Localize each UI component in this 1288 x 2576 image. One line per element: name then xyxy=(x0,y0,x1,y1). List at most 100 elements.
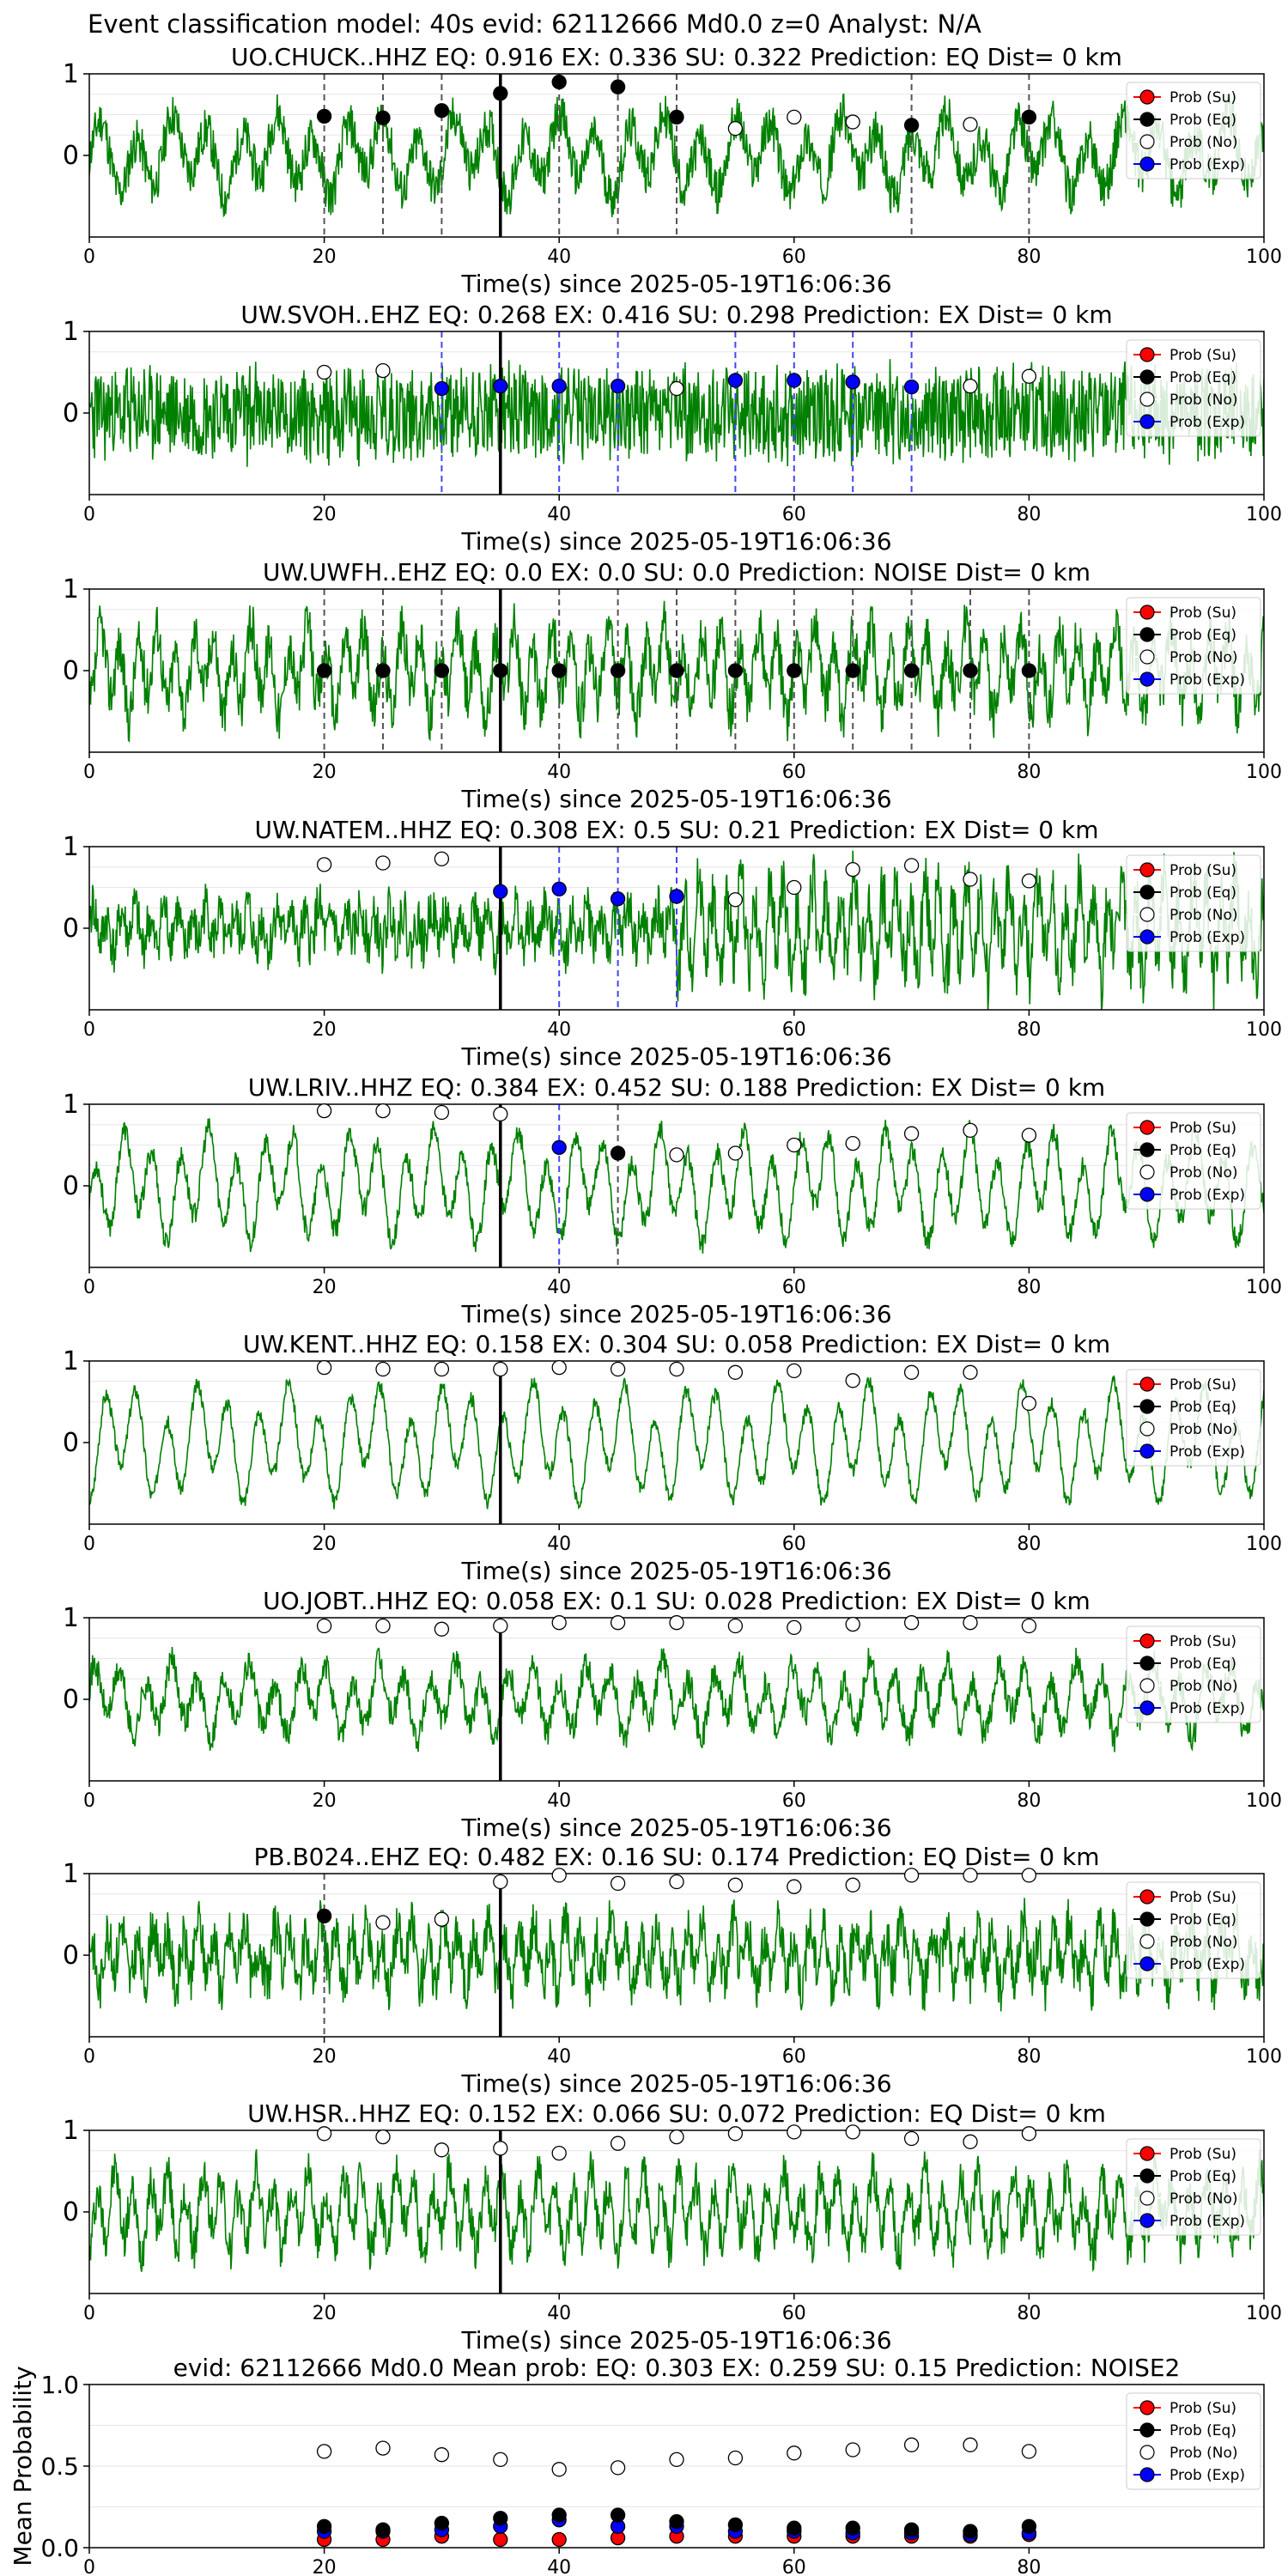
legend-label: Prob (Exp) xyxy=(1170,414,1245,431)
panel-title: UW.LRIV..HHZ EQ: 0.384 EX: 0.452 SU: 0.1… xyxy=(248,1073,1105,1102)
legend-marker xyxy=(1139,414,1155,429)
legend-label: Prob (Exp) xyxy=(1170,1443,1245,1461)
legend-label: Prob (Su) xyxy=(1170,1376,1236,1394)
prob-point-no xyxy=(903,858,920,873)
prob-point-eq xyxy=(493,2511,508,2526)
legend-marker xyxy=(1139,2213,1155,2228)
panel-3: UW.UWFH..EHZ EQ: 0.0 EX: 0.0 SU: 0.0 Pre… xyxy=(63,558,1282,813)
x-axis-label: Time(s) since 2025-05-19T16:06:36 xyxy=(460,1557,891,1585)
panel-2: UW.SVOH..EHZ EQ: 0.268 EX: 0.416 SU: 0.2… xyxy=(63,301,1282,556)
prob-point-no xyxy=(316,1103,332,1119)
prob-point-eq xyxy=(434,663,450,678)
prob-point-no xyxy=(316,2444,332,2459)
prob-point-eq xyxy=(375,663,391,678)
prob-point-no xyxy=(963,1122,978,1139)
prob-point-no xyxy=(375,2129,391,2145)
prob-point-no xyxy=(1021,368,1037,384)
prob-point-eq xyxy=(375,110,391,125)
prob-point-no xyxy=(1021,1868,1037,1883)
legend-marker xyxy=(1139,1678,1155,1693)
y-tick-label: 0 xyxy=(63,914,79,944)
x-tick-label: 40 xyxy=(547,1019,571,1041)
prob-point-no xyxy=(316,2126,332,2142)
legend-marker xyxy=(1139,649,1155,665)
legend-label: Prob (No) xyxy=(1170,907,1238,924)
legend-marker xyxy=(1139,1376,1155,1392)
prob-point-no xyxy=(551,2462,567,2477)
prob-point-no xyxy=(316,857,332,872)
x-tick-label: 40 xyxy=(547,504,571,526)
y-tick-label: 1 xyxy=(63,1859,79,1889)
legend-label: Prob (Exp) xyxy=(1170,1187,1245,1204)
x-tick-label: 80 xyxy=(1017,1534,1041,1555)
panel-title: UW.NATEM..HHZ EQ: 0.308 EX: 0.5 SU: 0.21… xyxy=(254,816,1098,844)
y-tick-label: 0 xyxy=(63,656,79,686)
axes-frame xyxy=(88,1617,1265,1782)
y-tick-label: 1 xyxy=(63,59,79,89)
prob-point-no xyxy=(610,1875,626,1892)
prob-point-eq xyxy=(316,108,332,125)
legend-marker xyxy=(1139,1120,1155,1135)
prob-point-no xyxy=(1021,2126,1037,2142)
prob-point-eq xyxy=(551,2507,567,2523)
prob-point-no xyxy=(493,1106,508,1122)
legend-label: Prob (Su) xyxy=(1170,605,1236,622)
x-tick-label: 80 xyxy=(1017,2303,1041,2324)
x-tick-label: 0 xyxy=(83,1534,95,1555)
prob-point-no xyxy=(963,2437,978,2452)
panel-1: UO.CHUCK..HHZ EQ: 0.916 EX: 0.336 SU: 0.… xyxy=(63,43,1282,298)
panel-title: UW.KENT..HHZ EQ: 0.158 EX: 0.304 SU: 0.0… xyxy=(243,1330,1110,1358)
legend-marker xyxy=(1139,112,1155,127)
prob-point-exp xyxy=(845,374,860,390)
prob-point-no xyxy=(845,2124,860,2140)
legend-label: Prob (Exp) xyxy=(1170,2213,1245,2230)
x-axis-label: Time(s) since 2025-05-19T16:06:36 xyxy=(460,785,891,813)
x-tick-label: 60 xyxy=(782,1790,806,1812)
prob-point-eq xyxy=(610,1145,626,1161)
y-tick-label: 0 xyxy=(63,2197,79,2227)
panel-title: UW.HSR..HHZ EQ: 0.152 EX: 0.066 SU: 0.07… xyxy=(247,2099,1106,2128)
x-tick-label: 0 xyxy=(83,2046,95,2068)
x-tick-label: 100 xyxy=(1246,246,1282,268)
prob-point-no xyxy=(434,851,450,866)
legend-box xyxy=(1126,2138,1261,2236)
legend-label: Prob (Exp) xyxy=(1170,2467,1245,2484)
y-tick-label: 0 xyxy=(63,398,79,428)
prob-point-no xyxy=(845,1877,860,1893)
panel-7: UO.JOBT..HHZ EQ: 0.058 EX: 0.1 SU: 0.028… xyxy=(63,1587,1282,1842)
prob-point-no xyxy=(963,378,978,394)
legend-marker xyxy=(1139,2467,1155,2482)
legend-box xyxy=(1126,1112,1261,1210)
prob-point-eq xyxy=(493,86,508,101)
x-tick-label: 80 xyxy=(1017,762,1041,783)
prob-point-eq xyxy=(1021,663,1037,678)
x-tick-label: 80 xyxy=(1017,246,1041,268)
prob-point-eq xyxy=(903,118,920,133)
legend-label: Prob (Su) xyxy=(1170,1889,1236,1906)
x-tick-label: 80 xyxy=(1017,1790,1041,1812)
legend-label: Prob (Eq) xyxy=(1170,1911,1236,1929)
prob-point-no xyxy=(963,1868,978,1883)
prob-point-no xyxy=(787,2124,802,2140)
prob-point-no xyxy=(845,114,860,130)
prob-point-eq xyxy=(1021,2518,1037,2534)
y-tick-label: 0 xyxy=(63,1171,79,1201)
legend-marker xyxy=(1139,156,1155,172)
legend-marker xyxy=(1139,1700,1155,1716)
prob-point-eq xyxy=(551,74,567,90)
prob-point-no xyxy=(551,1868,567,1883)
x-tick-label: 20 xyxy=(313,504,337,526)
prob-point-no xyxy=(610,1615,626,1631)
x-tick-label: 40 xyxy=(547,1790,571,1812)
prob-point-no xyxy=(963,1615,978,1631)
y-tick-label: 1 xyxy=(63,832,79,862)
legend-box xyxy=(1126,2392,1261,2490)
prob-point-no xyxy=(727,120,744,137)
prob-point-no xyxy=(903,2130,920,2147)
y-tick-label: 0 xyxy=(63,141,79,171)
legend-marker xyxy=(1139,347,1155,362)
prob-point-exp xyxy=(669,889,684,904)
prob-point-eq xyxy=(610,79,626,94)
waveform-trace xyxy=(89,2148,1264,2273)
prob-point-no xyxy=(610,2460,626,2476)
